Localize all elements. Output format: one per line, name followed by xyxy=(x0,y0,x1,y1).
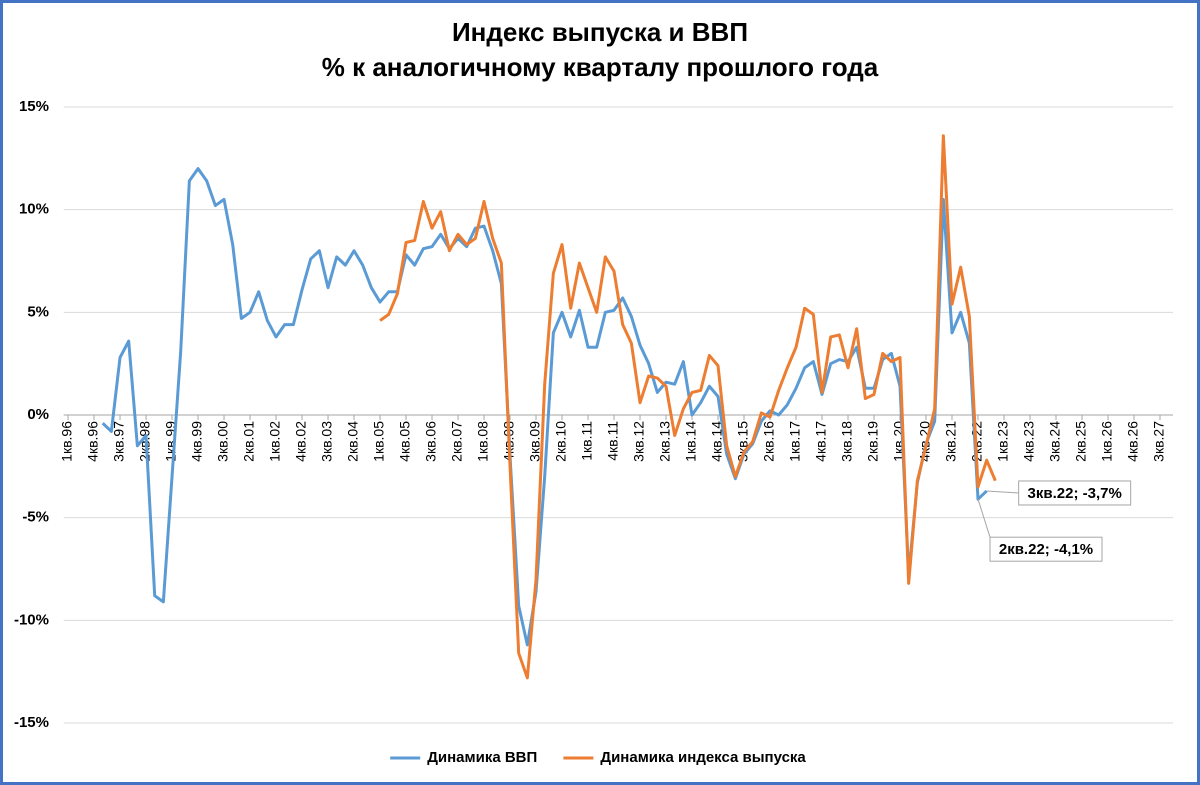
x-tick-label: 1кв.11 xyxy=(579,421,595,461)
x-tick-label: 4кв.96 xyxy=(85,421,101,462)
series-line xyxy=(379,134,997,680)
series-line xyxy=(101,167,988,647)
x-tick-label: 4кв.23 xyxy=(1021,421,1037,462)
x-tick-label: 3кв.00 xyxy=(215,421,231,462)
x-tick-label: 4кв.02 xyxy=(293,421,309,462)
y-tick-label: 15% xyxy=(19,98,49,115)
x-tick-label: 2кв.01 xyxy=(241,421,257,462)
legend-label: Динамика индекса выпуска xyxy=(600,749,806,766)
x-tick-label: 3кв.09 xyxy=(527,421,543,462)
x-tick-label: 1кв.17 xyxy=(787,421,803,462)
x-tick-label: 3кв.24 xyxy=(1047,421,1063,462)
data-label-box xyxy=(989,536,1103,562)
chart-subtitle: % к аналогичному кварталу прошлого года xyxy=(322,52,879,82)
x-tick-label: 1кв.08 xyxy=(475,421,491,462)
y-tick-label: 5% xyxy=(27,303,49,320)
x-tick-label: 1кв.05 xyxy=(371,421,387,462)
x-tick-label: 3кв.12 xyxy=(631,421,647,462)
chart-title: Индекс выпуска и ВВП xyxy=(452,17,748,47)
x-tick-label: 1кв.23 xyxy=(995,421,1011,462)
y-tick-label: 0% xyxy=(27,406,49,423)
x-tick-label: 2кв.07 xyxy=(449,421,465,462)
y-tick-label: -10% xyxy=(14,611,49,628)
callout-line xyxy=(986,490,1019,494)
x-tick-label: 4кв.14 xyxy=(709,421,725,462)
x-tick-label: 3кв.06 xyxy=(423,421,439,462)
y-tick-label: -5% xyxy=(22,509,49,526)
x-tick-label: 1кв.02 xyxy=(267,421,283,462)
x-tick-label: 1кв.96 xyxy=(59,421,75,462)
x-tick-label: 3кв.21 xyxy=(943,421,959,462)
x-tick-label: 2кв.13 xyxy=(657,421,673,462)
x-tick-label: 2кв.98 xyxy=(137,421,153,462)
x-tick-label: 1кв.26 xyxy=(1099,421,1115,462)
y-tick-label: 10% xyxy=(19,201,49,218)
x-tick-label: 3кв.27 xyxy=(1151,421,1167,462)
x-tick-label: 3кв.18 xyxy=(839,421,855,462)
x-tick-label: 1кв.14 xyxy=(683,421,699,462)
x-tick-label: 2кв.19 xyxy=(865,421,881,462)
data-label: 2кв.22; -4,1% xyxy=(999,541,1093,558)
data-label: 3кв.22; -3,7% xyxy=(1028,485,1122,502)
x-tick-label: 2кв.10 xyxy=(553,421,569,462)
x-tick-label: 2кв.16 xyxy=(761,421,777,462)
data-label-box xyxy=(1018,480,1132,506)
x-tick-label: 2кв.25 xyxy=(1073,421,1089,462)
x-tick-label: 4кв.26 xyxy=(1125,421,1141,462)
x-tick-label: 3кв.03 xyxy=(319,421,335,462)
y-tick-label: -15% xyxy=(14,714,49,731)
x-tick-label: 4кв.11 xyxy=(605,421,621,461)
x-tick-label: 4кв.17 xyxy=(813,421,829,462)
x-tick-label: 4кв.05 xyxy=(397,421,413,462)
legend-label: Динамика ВВП xyxy=(427,749,537,766)
x-tick-label: 4кв.99 xyxy=(189,421,205,462)
x-tick-label: 3кв.97 xyxy=(111,421,127,462)
callout-line xyxy=(977,499,991,538)
x-tick-label: 2кв.04 xyxy=(345,421,361,462)
